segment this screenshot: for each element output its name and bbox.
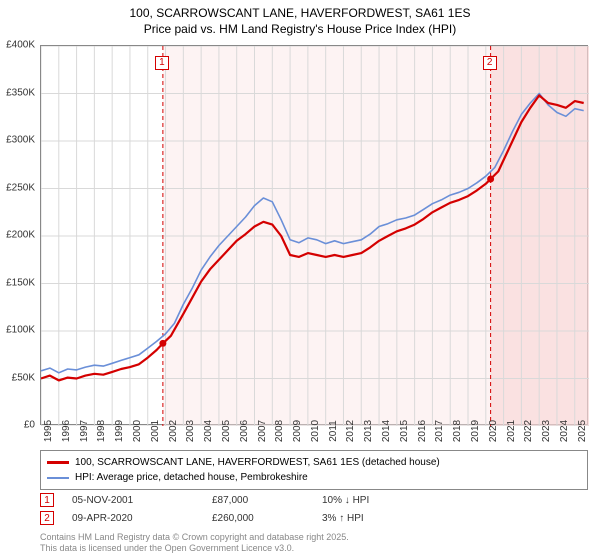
x-tick-label: 2020 — [488, 420, 499, 442]
marker-pct-2: 3% ↑ HPI — [322, 513, 422, 524]
x-tick-label: 2015 — [399, 420, 410, 442]
x-tick-label: 2009 — [292, 420, 303, 442]
marker-badge-1: 1 — [40, 493, 54, 507]
marker-pct-1: 10% ↓ HPI — [322, 495, 422, 506]
x-tick-label: 2006 — [239, 420, 250, 442]
x-tick-label: 2001 — [150, 420, 161, 442]
x-tick-label: 2021 — [506, 420, 517, 442]
marker-date-1: 05-NOV-2001 — [72, 495, 212, 506]
chart-marker-badge-2: 2 — [483, 56, 497, 70]
chart-plot-area — [40, 45, 588, 425]
x-tick-label: 2016 — [417, 420, 428, 442]
footer-line1: Contains HM Land Registry data © Crown c… — [40, 532, 349, 542]
x-tick-label: 2004 — [203, 420, 214, 442]
y-tick-label: £50K — [0, 372, 38, 383]
title-line1: 100, SCARROWSCANT LANE, HAVERFORDWEST, S… — [130, 6, 471, 20]
y-tick-label: £100K — [0, 325, 38, 336]
x-tick-label: 2003 — [185, 420, 196, 442]
marker-row-1: 1 05-NOV-2001 £87,000 10% ↓ HPI — [40, 492, 588, 508]
x-tick-label: 2017 — [434, 420, 445, 442]
legend-label-1: 100, SCARROWSCANT LANE, HAVERFORDWEST, S… — [75, 457, 440, 468]
title-line2: Price paid vs. HM Land Registry's House … — [144, 22, 456, 36]
x-tick-label: 1995 — [43, 420, 54, 442]
legend-swatch-1 — [47, 461, 69, 464]
legend-swatch-2 — [47, 477, 69, 479]
x-tick-label: 2019 — [470, 420, 481, 442]
legend-row-2: HPI: Average price, detached house, Pemb… — [47, 470, 581, 485]
chart-title: 100, SCARROWSCANT LANE, HAVERFORDWEST, S… — [0, 0, 600, 37]
x-tick-label: 2000 — [132, 420, 143, 442]
x-tick-label: 2008 — [274, 420, 285, 442]
marker-date-2: 09-APR-2020 — [72, 513, 212, 524]
x-tick-label: 1998 — [96, 420, 107, 442]
marker-table: 1 05-NOV-2001 £87,000 10% ↓ HPI 2 09-APR… — [40, 492, 588, 528]
x-tick-label: 2007 — [257, 420, 268, 442]
marker-price-2: £260,000 — [212, 513, 322, 524]
y-tick-label: £150K — [0, 277, 38, 288]
y-tick-label: £0 — [0, 420, 38, 431]
x-tick-label: 2012 — [345, 420, 356, 442]
x-tick-label: 2025 — [577, 420, 588, 442]
x-tick-label: 1997 — [79, 420, 90, 442]
x-tick-label: 2010 — [310, 420, 321, 442]
x-tick-label: 2022 — [523, 420, 534, 442]
x-tick-label: 1999 — [114, 420, 125, 442]
marker-badge-2: 2 — [40, 511, 54, 525]
y-tick-label: £350K — [0, 87, 38, 98]
y-tick-label: £200K — [0, 230, 38, 241]
x-tick-label: 2014 — [381, 420, 392, 442]
chart-marker-badge-1: 1 — [155, 56, 169, 70]
legend-box: 100, SCARROWSCANT LANE, HAVERFORDWEST, S… — [40, 450, 588, 490]
y-tick-label: £250K — [0, 182, 38, 193]
x-tick-label: 2024 — [559, 420, 570, 442]
y-tick-label: £300K — [0, 135, 38, 146]
marker-row-2: 2 09-APR-2020 £260,000 3% ↑ HPI — [40, 510, 588, 526]
x-tick-label: 2013 — [363, 420, 374, 442]
marker-price-1: £87,000 — [212, 495, 322, 506]
footer-attribution: Contains HM Land Registry data © Crown c… — [40, 532, 349, 554]
x-tick-label: 2005 — [221, 420, 232, 442]
legend-label-2: HPI: Average price, detached house, Pemb… — [75, 472, 308, 483]
x-tick-label: 2011 — [328, 420, 339, 442]
footer-line2: This data is licensed under the Open Gov… — [40, 543, 294, 553]
x-tick-label: 2023 — [541, 420, 552, 442]
chart-container: 100, SCARROWSCANT LANE, HAVERFORDWEST, S… — [0, 0, 600, 560]
chart-svg — [41, 46, 589, 426]
x-tick-label: 2002 — [168, 420, 179, 442]
legend-row-1: 100, SCARROWSCANT LANE, HAVERFORDWEST, S… — [47, 455, 581, 470]
y-tick-label: £400K — [0, 40, 38, 51]
x-tick-label: 1996 — [61, 420, 72, 442]
x-tick-label: 2018 — [452, 420, 463, 442]
